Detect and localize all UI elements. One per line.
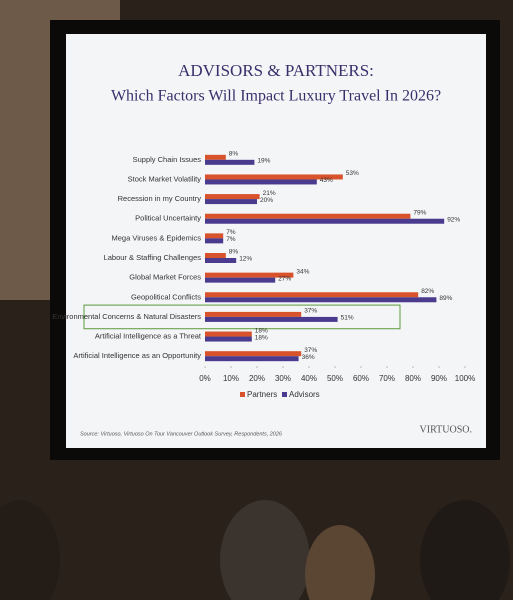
source: Source: Virtuoso, Virtuoso On Tour Vanco… [80, 431, 283, 437]
x-tick-label: 60% [353, 374, 369, 383]
y-tick-label: Artificial Intelligence as a Threat [95, 332, 202, 341]
audience-head [220, 500, 310, 600]
bar [205, 297, 437, 303]
value-label: 8% [229, 151, 239, 158]
value-label: 53% [346, 170, 359, 177]
bar [205, 179, 317, 185]
x-tick-label: 10% [223, 374, 239, 383]
value-label: 8% [229, 249, 239, 256]
value-label: 37% [304, 347, 317, 354]
x-tick-label: 40% [301, 374, 317, 383]
value-label: 36% [302, 354, 315, 361]
bar [205, 272, 294, 278]
x-tick-label: 70% [379, 374, 395, 383]
value-label: 92% [447, 216, 460, 223]
y-tick-label: Environmental Concerns & Natural Disaste… [52, 312, 201, 321]
x-tick-label: 80% [405, 374, 421, 383]
y-tick-label: Stock Market Volatility [128, 174, 202, 183]
highlight-box [83, 304, 401, 330]
x-tick-label: 30% [275, 374, 291, 383]
chart-title: ADVISORS & PARTNERS: [178, 61, 374, 80]
bar [205, 154, 226, 160]
bar [205, 159, 255, 165]
y-tick-label: Mega Viruses & Epidemics [112, 233, 202, 242]
bar [205, 351, 302, 357]
legend-label: Advisors [289, 390, 320, 399]
bar [205, 194, 260, 200]
bar [205, 253, 226, 258]
value-label: 18% [255, 334, 268, 341]
bar [205, 316, 338, 322]
x-tick-label: 100% [455, 374, 475, 383]
x-tick-label: 20% [249, 374, 265, 383]
value-label: 34% [296, 268, 309, 275]
value-label: 43% [320, 177, 333, 184]
audience-head [0, 500, 60, 600]
y-tick-label: Labour & Staffing Challenges [104, 253, 202, 262]
bar [205, 218, 445, 224]
bar [205, 174, 343, 180]
logo: VIRTUOSO. [420, 424, 472, 435]
x-tick-label: 0% [199, 374, 211, 383]
legend-swatch [240, 392, 245, 397]
value-label: 19% [257, 158, 270, 165]
bar [205, 233, 224, 239]
value-label: 37% [304, 308, 317, 315]
bar [205, 292, 419, 298]
y-tick-label: Artificial Intelligence as an Opportunit… [73, 351, 201, 360]
bar [205, 238, 224, 244]
audience-head [305, 525, 375, 600]
chart-subtitle: Which Factors Will Impact Luxury Travel … [111, 88, 441, 105]
bar [205, 311, 302, 317]
bar [205, 277, 276, 283]
value-label: 20% [260, 197, 273, 204]
bar [205, 356, 299, 362]
y-tick-label: Recession in my Country [118, 194, 202, 203]
y-tick-label: Supply Chain Issues [133, 155, 202, 164]
value-label: 21% [263, 190, 276, 197]
audience-head [420, 500, 510, 600]
value-label: 82% [421, 288, 434, 295]
legend-label: Partners [247, 390, 277, 399]
value-label: 79% [413, 209, 426, 216]
bar [205, 258, 237, 263]
value-label: 7% [226, 229, 236, 236]
x-tick-label: 90% [431, 374, 447, 383]
bar [205, 331, 252, 337]
value-label: 18% [255, 327, 268, 334]
value-label: 51% [341, 315, 354, 322]
legend-swatch [282, 392, 287, 397]
bar [205, 213, 411, 219]
value-label: 27% [278, 275, 291, 282]
y-tick-label: Global Market Forces [129, 273, 201, 282]
slide [66, 34, 486, 448]
x-tick-label: 50% [327, 374, 343, 383]
bar [205, 199, 257, 205]
y-tick-label: Political Uncertainty [135, 214, 201, 223]
value-label: 12% [239, 256, 252, 263]
y-tick-label: Geopolitical Conflicts [131, 292, 201, 301]
value-label: 7% [226, 236, 236, 243]
value-label: 89% [439, 295, 452, 302]
bar [205, 336, 252, 342]
